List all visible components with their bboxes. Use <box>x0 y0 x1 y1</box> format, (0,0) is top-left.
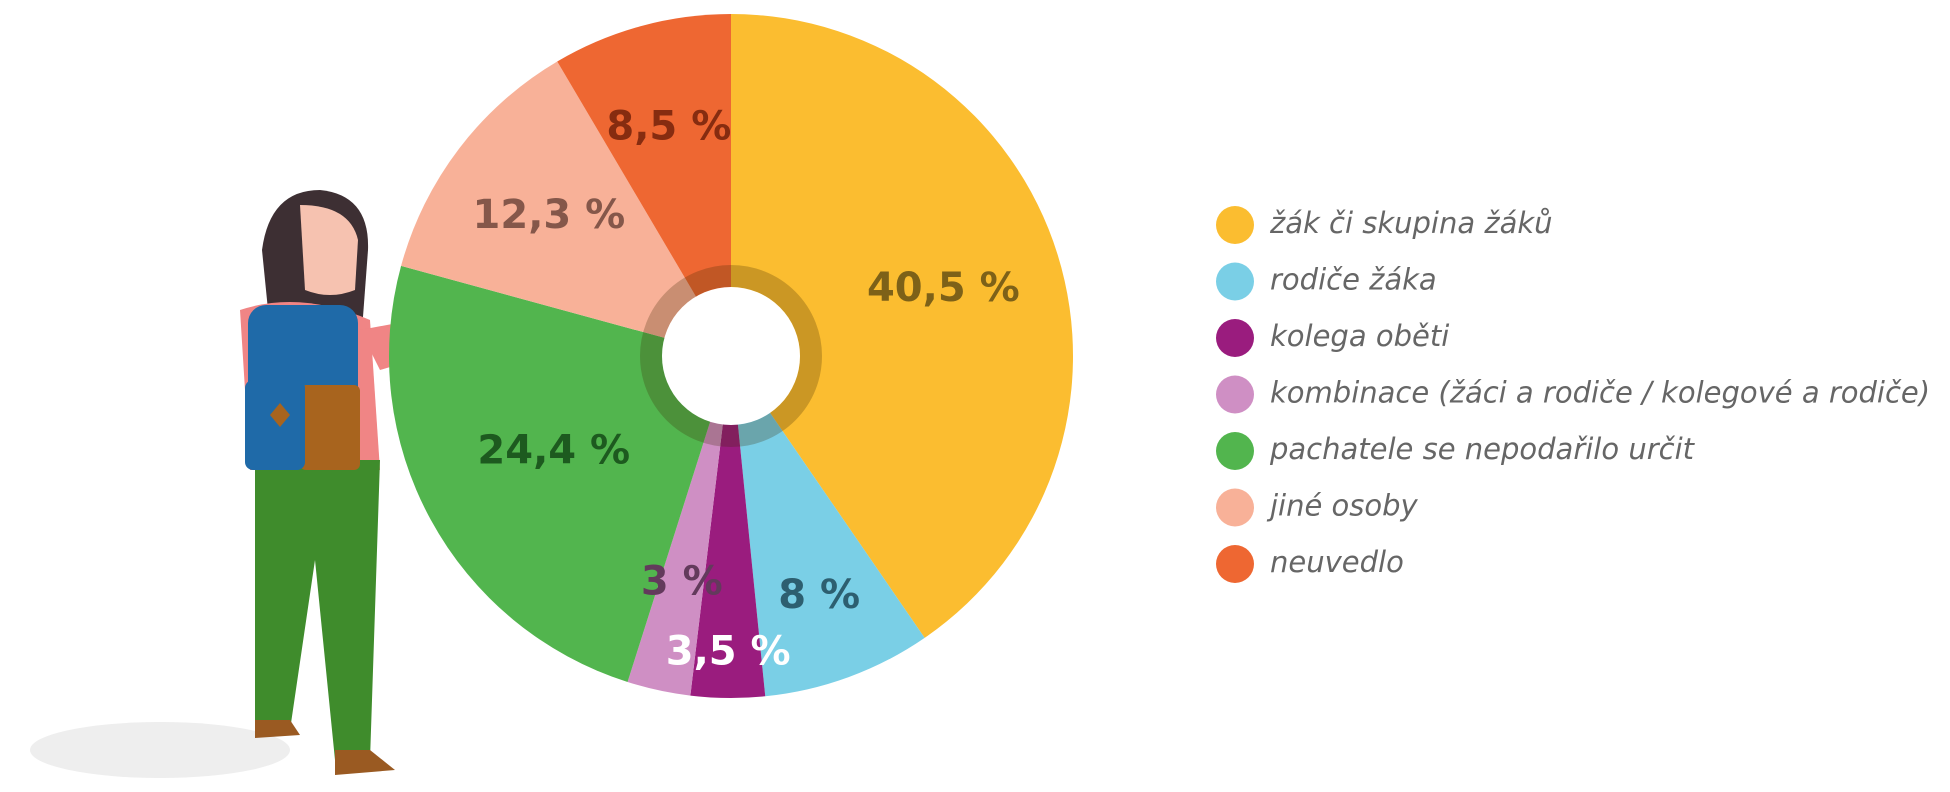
legend-swatch <box>1216 488 1254 527</box>
hole <box>662 287 800 425</box>
value-label: 24,4 % <box>477 427 630 473</box>
legend-label: pachatele se nepodařilo určit <box>1269 432 1696 466</box>
slice <box>557 14 731 356</box>
value-label: 12,3 % <box>473 192 626 238</box>
legend-swatch <box>1216 545 1254 583</box>
legend-label: jiné osoby <box>1266 489 1419 523</box>
pie <box>388 14 1073 698</box>
legend-swatch <box>1216 319 1254 357</box>
value-label: 40,5 % <box>867 265 1020 311</box>
slice <box>388 265 731 682</box>
legend-swatch <box>1216 375 1254 414</box>
value-label: 3 % <box>641 558 723 604</box>
slice <box>627 356 731 696</box>
value-label: 8 % <box>778 572 860 618</box>
legend-label: rodiče žáka <box>1270 263 1437 297</box>
legend-swatch <box>1216 262 1254 301</box>
illustration <box>30 190 565 778</box>
slice <box>731 14 1073 638</box>
legend-swatch <box>1216 206 1254 244</box>
legend-label: neuvedlo <box>1270 545 1404 579</box>
slice <box>401 61 731 357</box>
value-label: 3,5 % <box>666 629 791 675</box>
legend-label: kombinace (žáci a rodiče / kolegové a ro… <box>1270 376 1930 410</box>
value-label: 8,5 % <box>606 103 731 149</box>
legend-swatch <box>1216 432 1254 470</box>
legend-label: kolega oběti <box>1270 319 1449 353</box>
slice <box>690 356 766 698</box>
legend-label: žák či skupina žáků <box>1269 206 1553 240</box>
legend: žák či skupina žáků rodiče žáka kolega obě… <box>1216 206 1930 583</box>
labels: 40,5 % 8 % 3,5 % 3 % 24,4 % 12,3 % 8,5 % <box>473 103 1020 674</box>
inner-ring <box>640 265 822 447</box>
slice <box>731 356 925 697</box>
